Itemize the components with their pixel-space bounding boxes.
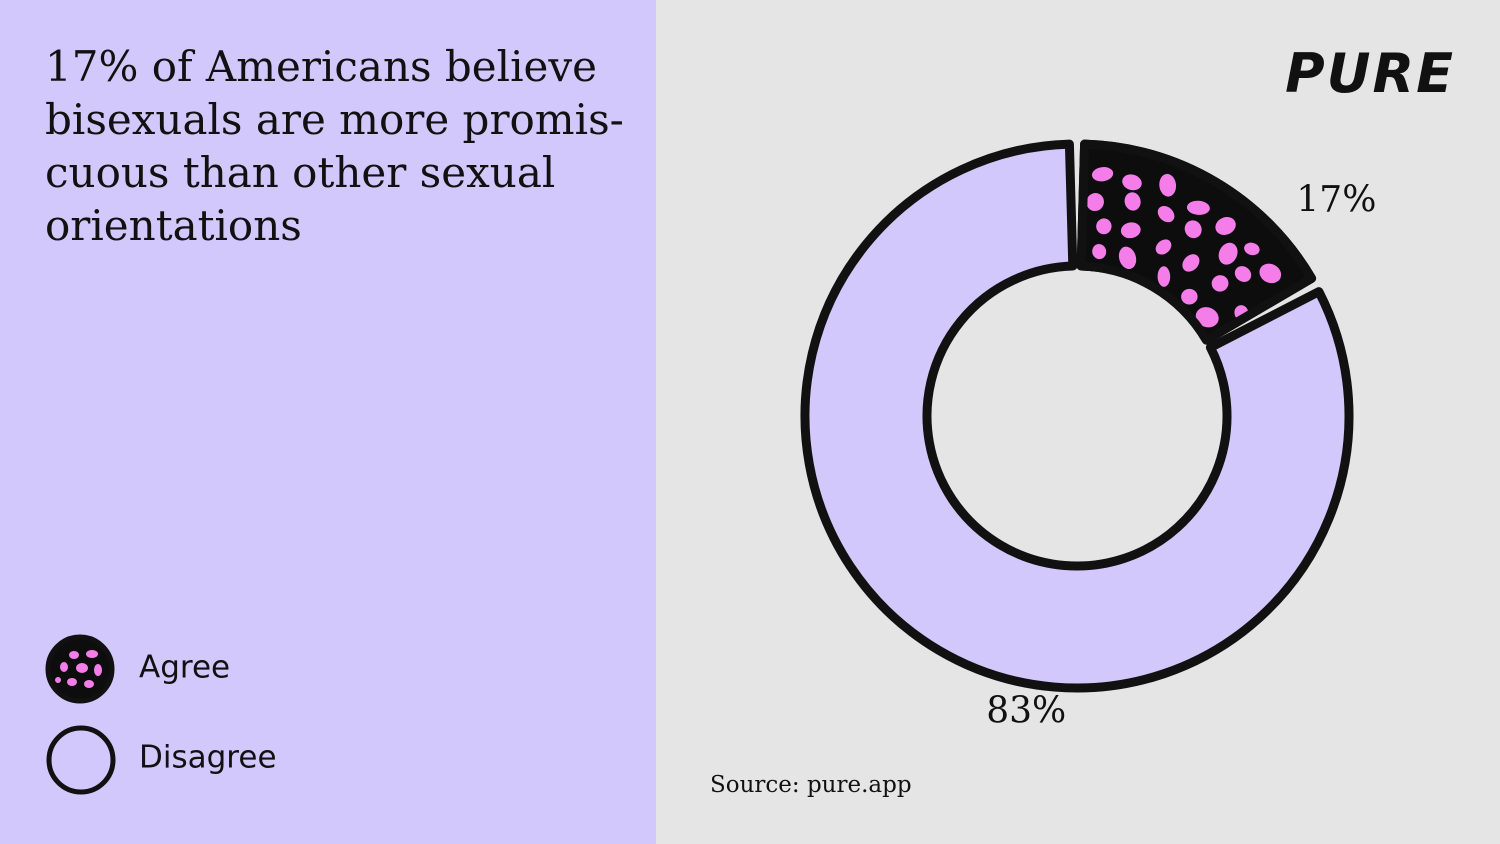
legend-label: Disagree bbox=[139, 739, 277, 776]
agree-dot bbox=[1086, 193, 1104, 212]
agree-dot bbox=[1259, 263, 1282, 284]
agree-dot bbox=[1195, 307, 1219, 328]
chart-title-line: 17% of Americans believe bbox=[45, 42, 597, 91]
slice-label-disagree: 83% bbox=[986, 691, 1066, 732]
chart-title-line: cuous than other sexual bbox=[45, 148, 556, 197]
donut-chart: 17% 83% bbox=[800, 139, 1376, 732]
agree-dot bbox=[1234, 266, 1252, 282]
agree-dot bbox=[1118, 246, 1137, 269]
source-note: Source: pure.app bbox=[710, 772, 912, 798]
dotted-circle-icon bbox=[45, 634, 115, 704]
slice-disagree bbox=[800, 139, 1354, 693]
agree-dot bbox=[1182, 254, 1200, 272]
agree-dot bbox=[1155, 239, 1172, 255]
slice-agree-outline bbox=[1076, 139, 1317, 345]
agree-dot bbox=[1122, 174, 1142, 191]
agree-dot-pattern bbox=[1086, 167, 1282, 328]
agree-dot bbox=[1120, 222, 1141, 239]
agree-dot bbox=[1244, 242, 1260, 256]
agree-dot bbox=[1184, 220, 1202, 239]
legend-item-agree: Agree bbox=[44, 632, 304, 704]
left-panel bbox=[0, 0, 656, 844]
pure-logo: PURE bbox=[1285, 42, 1455, 105]
donut-hole bbox=[931, 270, 1223, 562]
chart-title: 17% of Americans believe bisexuals are m… bbox=[45, 40, 645, 252]
agree-dot bbox=[1159, 173, 1177, 197]
agree-dot bbox=[1181, 288, 1198, 305]
agree-dot bbox=[1096, 218, 1112, 235]
agree-dot bbox=[1157, 266, 1171, 287]
agree-dot bbox=[1091, 167, 1114, 182]
legend-item-disagree: Disagree bbox=[44, 722, 304, 795]
chart-title-line: bisexuals are more promis- bbox=[45, 95, 624, 144]
legend-label: Agree bbox=[139, 649, 231, 686]
agree-dot bbox=[1124, 192, 1141, 211]
agree-dot bbox=[1218, 242, 1238, 265]
agree-dot bbox=[1157, 205, 1175, 223]
agree-dot bbox=[1211, 275, 1229, 292]
chart-title-line: orientations bbox=[45, 201, 302, 250]
agree-dot bbox=[1092, 244, 1107, 260]
agree-dot bbox=[1215, 216, 1236, 235]
agree-dot bbox=[1186, 200, 1210, 215]
empty-circle-icon bbox=[46, 725, 116, 795]
slice-label-agree: 17% bbox=[1296, 180, 1376, 221]
